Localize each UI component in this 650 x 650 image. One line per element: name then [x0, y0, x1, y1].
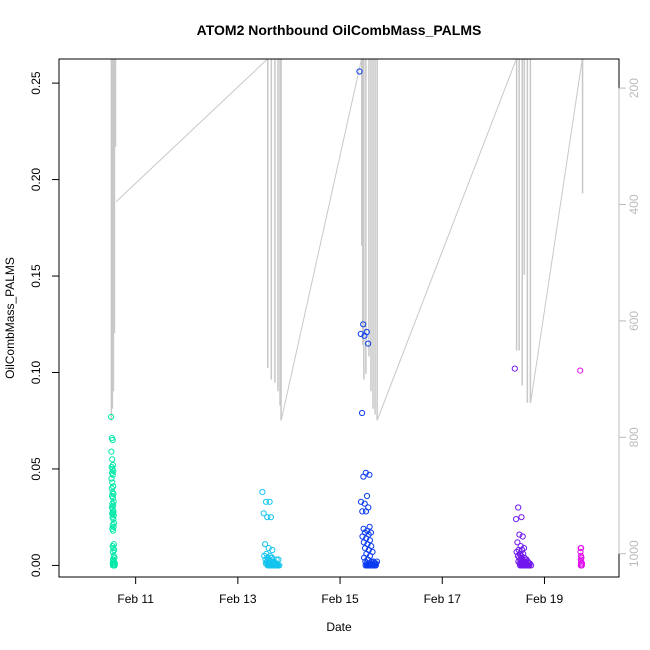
data-point [514, 539, 521, 546]
data-point [578, 562, 585, 569]
data-point [513, 516, 520, 523]
data-point [109, 479, 116, 486]
data-point [265, 545, 272, 552]
right-tick-label: 800 [627, 427, 641, 447]
data-point [520, 550, 527, 557]
data-point [261, 552, 268, 559]
x-axis-label: Date [326, 620, 352, 634]
data-point [362, 508, 370, 515]
data-point [361, 554, 368, 561]
data-point [259, 489, 266, 496]
y-tick-label: 0.20 [29, 168, 43, 192]
data-point [363, 492, 371, 500]
data-points [108, 68, 586, 569]
data-point [111, 560, 118, 567]
data-point [577, 548, 584, 556]
data-point [109, 436, 116, 444]
data-point [109, 494, 117, 501]
data-point [108, 413, 115, 420]
x-tick-label: Feb 11 [117, 592, 154, 606]
right-pressure-axis: 200 400 600 800 1000 [618, 78, 641, 567]
data-point [108, 485, 115, 492]
x-tick-label: Feb 19 [526, 592, 564, 606]
y-tick-label: 0.05 [29, 457, 43, 481]
data-point [366, 471, 373, 478]
altitude-profile-line [110, 58, 584, 421]
chart-title: ATOM2 Northbound OilCombMass_PALMS [197, 22, 482, 38]
x-tick-label: Feb 15 [321, 592, 359, 606]
data-point [359, 409, 366, 417]
right-tick-label: 400 [627, 194, 641, 214]
y-axis-label: OilCombMass_PALMS [3, 257, 17, 379]
y-axis: 0.00 0.05 0.10 0.15 0.20 0.25 [29, 71, 59, 577]
data-point [518, 552, 525, 559]
data-point [276, 562, 283, 569]
data-point [262, 498, 270, 505]
data-point [269, 546, 276, 554]
y-tick-label: 0.25 [29, 71, 43, 95]
data-point [108, 448, 115, 455]
data-point [108, 475, 115, 482]
data-point [110, 527, 117, 534]
data-point [578, 545, 585, 552]
data-point [516, 531, 523, 538]
data-point [518, 514, 525, 521]
data-point [370, 558, 377, 565]
y-tick-label: 0.10 [29, 360, 43, 384]
data-point [356, 68, 363, 75]
data-point [360, 321, 367, 328]
plot-frame [58, 58, 620, 578]
data-point [109, 548, 117, 556]
data-point [519, 533, 526, 540]
data-point [266, 498, 273, 505]
x-tick-label: Feb 17 [424, 592, 462, 606]
data-point [520, 545, 528, 552]
data-point [110, 556, 117, 563]
data-point [109, 456, 116, 463]
data-point [511, 365, 518, 372]
data-point [360, 473, 367, 480]
data-point [260, 510, 267, 517]
data-point [528, 562, 535, 569]
data-point [267, 514, 274, 521]
data-point [110, 516, 117, 523]
data-point [365, 340, 372, 347]
data-point [269, 562, 276, 569]
altitude-profile [110, 58, 584, 421]
data-point [513, 548, 520, 556]
data-point [359, 508, 366, 515]
data-point [526, 562, 533, 569]
data-point [366, 562, 373, 569]
right-tick-label: 200 [627, 78, 641, 98]
y-tick-label: 0.00 [29, 553, 43, 577]
data-point [515, 504, 522, 511]
x-tick-label: Feb 13 [219, 592, 257, 606]
data-point [361, 332, 368, 339]
y-tick-label: 0.15 [29, 264, 43, 288]
data-point [269, 554, 276, 561]
x-axis: Feb 11 Feb 13 Feb 15 Feb 17 Feb 19 [117, 576, 564, 606]
data-point [361, 500, 368, 507]
data-point [273, 560, 280, 567]
data-point [262, 541, 269, 548]
data-point [109, 471, 116, 478]
data-point [577, 367, 584, 374]
right-tick-label: 600 [627, 311, 641, 331]
right-tick-label: 1000 [627, 540, 641, 567]
data-point [522, 560, 529, 567]
data-point [264, 514, 271, 521]
